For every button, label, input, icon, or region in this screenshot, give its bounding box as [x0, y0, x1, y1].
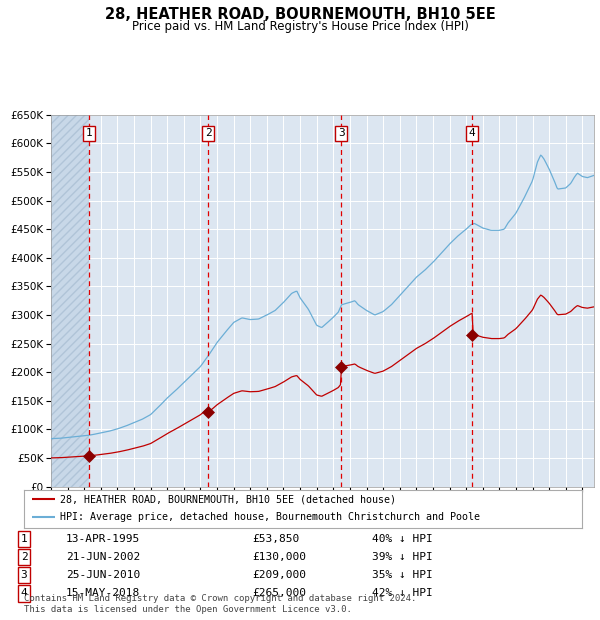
- Text: 1: 1: [85, 128, 92, 138]
- Text: £130,000: £130,000: [252, 552, 306, 562]
- Text: 15-MAY-2018: 15-MAY-2018: [66, 588, 140, 598]
- Text: Contains HM Land Registry data © Crown copyright and database right 2024.: Contains HM Land Registry data © Crown c…: [24, 594, 416, 603]
- Text: 1: 1: [20, 534, 28, 544]
- Text: 3: 3: [20, 570, 28, 580]
- Text: £265,000: £265,000: [252, 588, 306, 598]
- Text: 28, HEATHER ROAD, BOURNEMOUTH, BH10 5EE: 28, HEATHER ROAD, BOURNEMOUTH, BH10 5EE: [104, 7, 496, 22]
- Text: 2: 2: [20, 552, 28, 562]
- Text: 4: 4: [20, 588, 28, 598]
- Text: 28, HEATHER ROAD, BOURNEMOUTH, BH10 5EE (detached house): 28, HEATHER ROAD, BOURNEMOUTH, BH10 5EE …: [60, 494, 396, 505]
- Text: 35% ↓ HPI: 35% ↓ HPI: [372, 570, 433, 580]
- Text: 2: 2: [205, 128, 212, 138]
- Text: 4: 4: [469, 128, 476, 138]
- Text: 3: 3: [338, 128, 344, 138]
- Text: 25-JUN-2010: 25-JUN-2010: [66, 570, 140, 580]
- Text: 21-JUN-2002: 21-JUN-2002: [66, 552, 140, 562]
- Text: £209,000: £209,000: [252, 570, 306, 580]
- Text: 13-APR-1995: 13-APR-1995: [66, 534, 140, 544]
- Text: HPI: Average price, detached house, Bournemouth Christchurch and Poole: HPI: Average price, detached house, Bour…: [60, 513, 480, 523]
- Text: £53,850: £53,850: [252, 534, 299, 544]
- Text: 40% ↓ HPI: 40% ↓ HPI: [372, 534, 433, 544]
- Text: Price paid vs. HM Land Registry's House Price Index (HPI): Price paid vs. HM Land Registry's House …: [131, 20, 469, 33]
- Bar: [51, 115, 89, 487]
- Text: 39% ↓ HPI: 39% ↓ HPI: [372, 552, 433, 562]
- Text: 42% ↓ HPI: 42% ↓ HPI: [372, 588, 433, 598]
- Text: This data is licensed under the Open Government Licence v3.0.: This data is licensed under the Open Gov…: [24, 604, 352, 614]
